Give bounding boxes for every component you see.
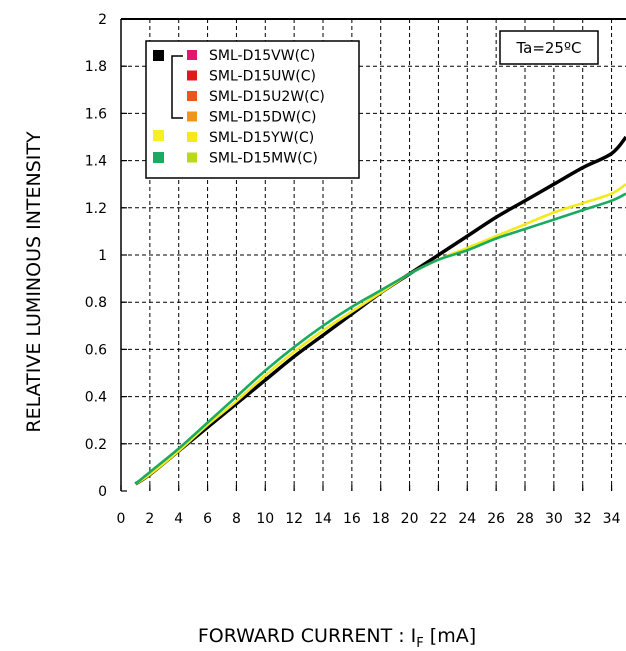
legend-swatch: [187, 152, 197, 163]
x-axis-title-main: FORWARD CURRENT : I: [198, 625, 416, 647]
x-tick-label: 32: [574, 511, 592, 527]
x-axis-title-subscript: F: [416, 636, 423, 651]
series-layer: [135, 137, 626, 484]
legend-label: SML-D15YW(C): [209, 130, 314, 146]
annotation-text: Ta=25ºC: [515, 39, 581, 57]
legend-swatch: [187, 91, 197, 101]
legend: SML-D15VW(C) SML-D15UW(C) SML-D15U2W(C) SML…: [145, 40, 360, 179]
legend-swatch: [187, 70, 197, 81]
legend-entries: SML-D15VW(C) SML-D15UW(C) SML-D15U2W(C) SML…: [187, 48, 325, 167]
legend-group-marker: [153, 152, 164, 163]
series-line-1: [135, 184, 626, 484]
y-tick-label: 0: [98, 484, 107, 500]
y-axis-title: RELATIVE LUMINOUS INTENSITY: [23, 131, 45, 433]
axes: [120, 18, 626, 492]
y-tick-label: 0.8: [85, 295, 107, 311]
x-tick-label: 28: [516, 511, 534, 527]
x-tick-label: 20: [401, 511, 419, 527]
x-tick-label: 8: [232, 511, 241, 527]
x-tick-label: 14: [314, 511, 332, 527]
x-tick-label: 0: [117, 511, 126, 527]
x-tick-label: 30: [545, 511, 563, 527]
y-tick-label: 1: [98, 248, 107, 264]
legend-swatch: [187, 111, 197, 122]
y-tick-label: 2: [98, 12, 107, 28]
x-tick-label: 18: [372, 511, 390, 527]
legend-box: [145, 40, 360, 179]
legend-group-marker: [153, 130, 164, 141]
legend-label: SML-D15MW(C): [209, 151, 318, 167]
x-tick-labels: 0 2 4 6 8 10 12 14 16 18 20 22 24 26 28 30 32 34: [117, 511, 621, 527]
x-tick-label: 10: [256, 511, 274, 527]
legend-label: SML-D15DW(C): [209, 110, 317, 126]
y-tick-label: 1.8: [85, 59, 107, 75]
annotation-box: [499, 30, 599, 65]
x-tick-label: 6: [203, 511, 212, 527]
x-tick-label: 2: [145, 511, 154, 527]
series-line-2: [135, 194, 626, 484]
temperature-annotation: Ta=25ºC: [499, 30, 599, 65]
y-tick-label: 1.2: [85, 201, 107, 217]
x-axis-title-unit: [mA]: [424, 625, 476, 647]
legend-label: SML-D15VW(C): [209, 48, 315, 64]
legend-bracket: [171, 55, 183, 119]
legend-group-marker: [153, 50, 164, 61]
x-tick-label: 22: [430, 511, 448, 527]
y-tick-label: 1.6: [85, 106, 107, 122]
y-tick-label: 0.4: [85, 390, 107, 406]
legend-label: SML-D15U2W(C): [209, 89, 325, 105]
y-tick-labels: 0 0.2 0.4 0.6 0.8 1 1.2 1.4 1.6 1.8 2: [85, 12, 107, 500]
y-tick-label: 1.4: [85, 154, 107, 170]
legend-swatch: [187, 50, 197, 60]
x-tick-label: 4: [174, 511, 183, 527]
y-tick-label: 0.2: [85, 437, 107, 453]
x-axis-title: FORWARD CURRENT : IF [mA]: [198, 625, 476, 651]
x-tick-label: 26: [487, 511, 505, 527]
y-tick-label: 0.6: [85, 342, 107, 358]
legend-swatch: [187, 132, 197, 142]
x-tick-label: 16: [343, 511, 361, 527]
x-tick-label: 34: [603, 511, 621, 527]
x-tick-label: 24: [458, 511, 476, 527]
legend-label: SML-D15UW(C): [209, 69, 316, 85]
x-tick-label: 12: [285, 511, 303, 527]
